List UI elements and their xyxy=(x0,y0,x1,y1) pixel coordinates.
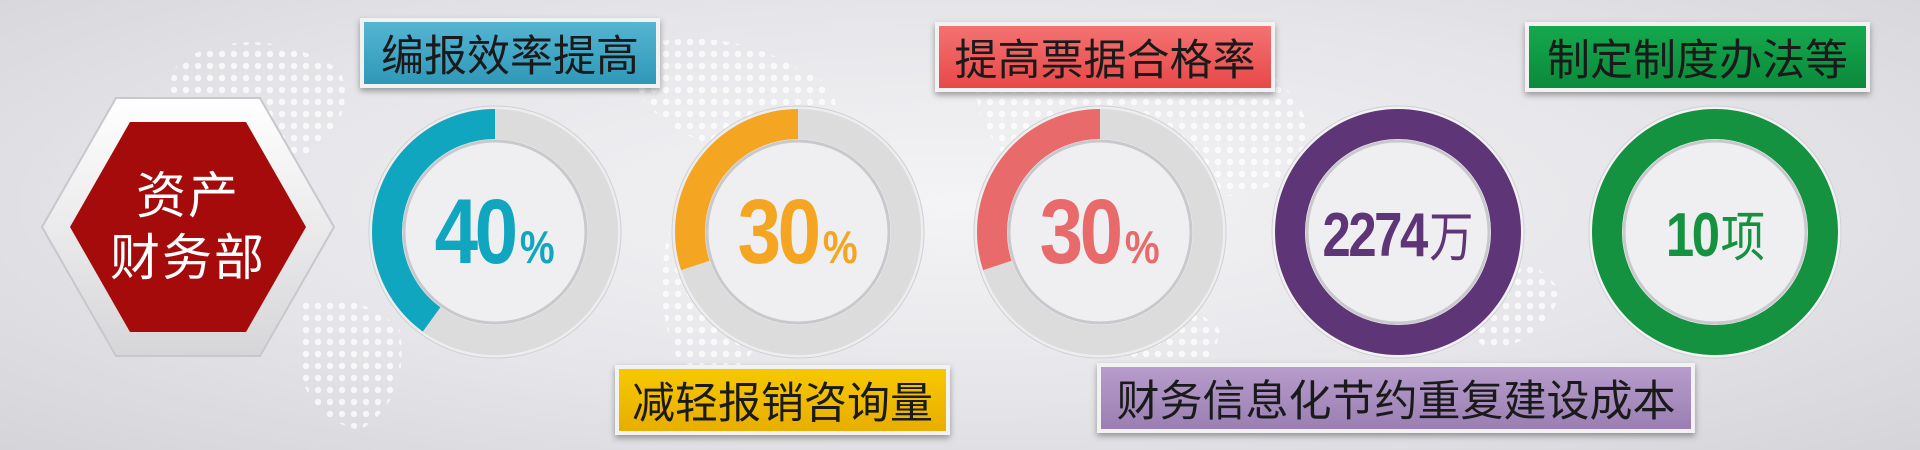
metric-unit: 万 xyxy=(1429,205,1474,269)
label-savings: 财务信息化节约重复建设成本 xyxy=(1097,363,1695,433)
ring-progress-arc xyxy=(372,109,618,355)
metric-unit: % xyxy=(823,220,859,273)
ring-inner-disc xyxy=(1007,139,1193,325)
ring-graphic xyxy=(1588,105,1842,359)
metric-value: 40% xyxy=(365,102,625,362)
ring-progress-arc xyxy=(675,109,921,355)
ring-track xyxy=(1592,109,1838,355)
label-efficiency: 编报效率提高 xyxy=(360,18,660,88)
label-rules: 制定制度办法等 xyxy=(1525,22,1870,92)
ring-track xyxy=(1275,109,1521,355)
ring-graphic xyxy=(1271,105,1525,359)
hexagon-shape xyxy=(40,97,336,357)
ring-inner-disc xyxy=(1305,139,1491,325)
metric-ring-workload: 30% xyxy=(668,102,928,362)
metric-value: 30% xyxy=(970,102,1230,362)
metric-value: 10 项 xyxy=(1585,102,1845,362)
department-name-line1: 资产 xyxy=(136,167,240,225)
ring-graphic xyxy=(973,105,1227,359)
metric-ring-efficiency: 40% xyxy=(365,102,625,362)
metric-unit: 项 xyxy=(1720,205,1765,269)
metric-value: 2274 万 xyxy=(1268,102,1528,362)
metric-unit: % xyxy=(1125,220,1161,273)
metric-number: 40 xyxy=(434,180,519,283)
ring-progress-arc xyxy=(977,109,1223,355)
label-qualification: 提高票据合格率 xyxy=(935,22,1275,92)
department-hexagon: 资产 财务部 xyxy=(38,92,338,362)
metric-ring-rules: 10 项 xyxy=(1585,102,1845,362)
metric-unit: % xyxy=(520,220,556,273)
label-workload: 减轻报销咨询量 xyxy=(615,365,950,435)
metric-number: 30 xyxy=(737,180,822,283)
metric-ring-savings: 2274 万 xyxy=(1268,102,1528,362)
metric-number: 2274 xyxy=(1322,200,1429,270)
metric-ring-qualification: 30% xyxy=(970,102,1230,362)
department-name-line2: 财务部 xyxy=(110,229,266,287)
ring-graphic xyxy=(368,105,622,359)
metric-number: 10 xyxy=(1665,200,1719,270)
metric-number: 30 xyxy=(1039,180,1124,283)
ring-inner-disc xyxy=(402,139,588,325)
metric-value: 30% xyxy=(668,102,928,362)
ring-inner-disc xyxy=(705,139,891,325)
ring-inner-disc xyxy=(1622,139,1808,325)
ring-graphic xyxy=(671,105,925,359)
